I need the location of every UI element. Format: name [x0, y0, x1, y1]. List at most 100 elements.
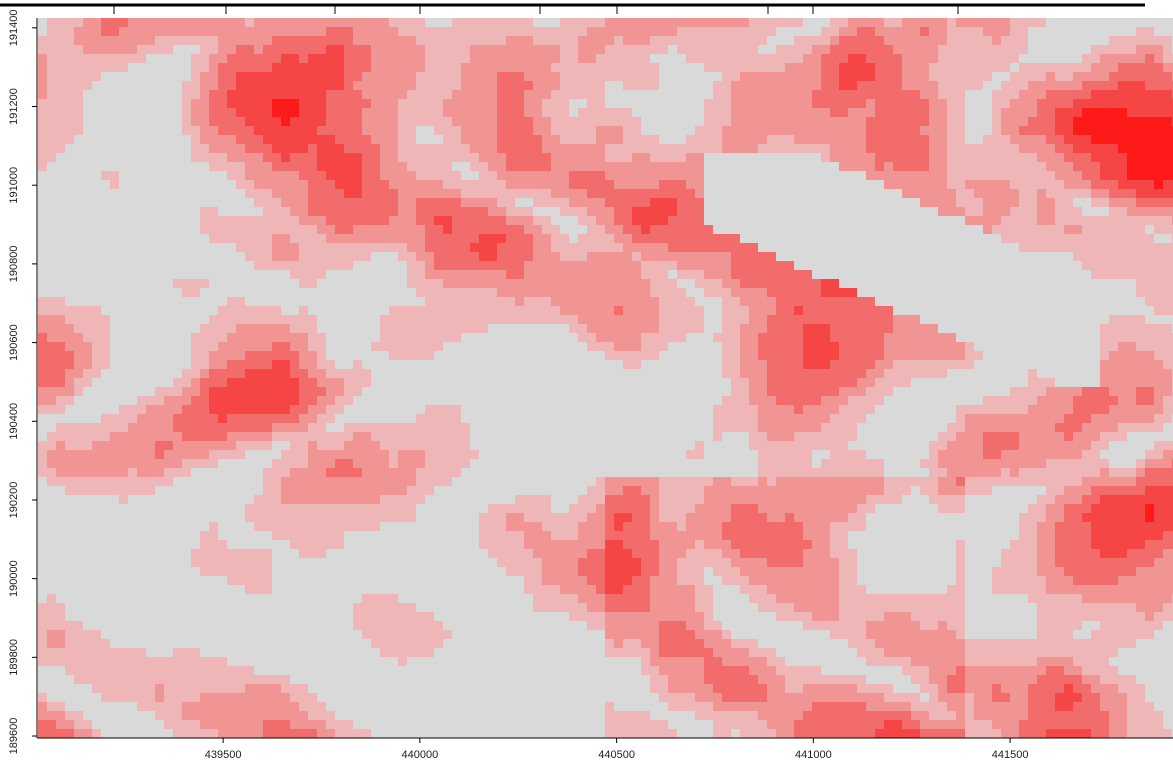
raster-cell — [632, 144, 641, 153]
raster-cell — [137, 306, 146, 315]
raster-cell — [56, 243, 65, 252]
raster-cell — [848, 252, 857, 261]
raster-cell — [1163, 180, 1172, 189]
raster-cell — [335, 171, 344, 180]
raster-cell — [128, 333, 137, 342]
raster-cell — [839, 189, 848, 198]
raster-cell — [938, 45, 947, 54]
raster-cell — [623, 234, 632, 243]
raster-cell — [317, 342, 326, 351]
raster-cell — [209, 63, 218, 72]
raster-cell — [515, 99, 524, 108]
raster-cell — [335, 297, 344, 306]
raster-cell — [1055, 72, 1064, 81]
raster-cell — [857, 153, 866, 162]
raster-cell — [866, 108, 875, 117]
raster-cell — [101, 189, 110, 198]
raster-cell — [1064, 54, 1073, 63]
raster-cell — [812, 108, 821, 117]
raster-cell — [155, 216, 164, 225]
raster-cell — [524, 63, 533, 72]
raster-cell — [668, 36, 677, 45]
raster-cell — [1136, 243, 1145, 252]
raster-cell — [479, 126, 488, 135]
raster-cell — [209, 126, 218, 135]
raster-cell — [425, 360, 434, 369]
raster-cell — [983, 360, 992, 369]
raster-cell — [704, 216, 713, 225]
raster-cell — [956, 324, 965, 333]
raster-cell — [254, 99, 263, 108]
raster-cell — [857, 144, 866, 153]
raster-cell — [371, 306, 380, 315]
raster-cell — [578, 171, 587, 180]
raster-cell — [227, 162, 236, 171]
raster-cell — [101, 279, 110, 288]
raster-cell — [254, 153, 263, 162]
raster-cell — [164, 63, 173, 72]
raster-cell — [1109, 243, 1118, 252]
raster-cell — [353, 54, 362, 63]
raster-cell — [569, 180, 578, 189]
raster-cell — [344, 126, 353, 135]
raster-cell — [1046, 261, 1055, 270]
raster-cell — [119, 360, 128, 369]
raster-cell — [938, 234, 947, 243]
raster-cell — [857, 126, 866, 135]
raster-cell — [830, 216, 839, 225]
raster-cell — [605, 45, 614, 54]
raster-cell — [488, 63, 497, 72]
raster-cell — [254, 333, 263, 342]
raster-cell — [938, 189, 947, 198]
raster-cell — [596, 153, 605, 162]
raster-cell — [461, 225, 470, 234]
raster-cell — [137, 270, 146, 279]
raster-cell — [992, 72, 1001, 81]
raster-cell — [488, 261, 497, 270]
raster-cell — [470, 36, 479, 45]
raster-cell — [488, 27, 497, 36]
raster-cell — [920, 360, 929, 369]
raster-cell — [272, 360, 281, 369]
raster-cell — [1028, 288, 1037, 297]
raster-cell — [1019, 324, 1028, 333]
raster-cell — [461, 252, 470, 261]
raster-cell — [1073, 306, 1082, 315]
raster-cell — [650, 216, 659, 225]
raster-cell — [740, 315, 749, 324]
raster-cell — [506, 207, 515, 216]
raster-cell — [128, 54, 137, 63]
raster-cell — [227, 180, 236, 189]
raster-cell — [848, 216, 857, 225]
raster-cell — [551, 252, 560, 261]
raster-cell — [668, 27, 677, 36]
raster-cell — [290, 288, 299, 297]
raster-cell — [938, 72, 947, 81]
raster-cell — [65, 252, 74, 261]
raster-cell — [983, 207, 992, 216]
raster-cell — [371, 54, 380, 63]
raster-cell — [551, 270, 560, 279]
raster-cell — [560, 171, 569, 180]
raster-cell — [1127, 153, 1136, 162]
raster-cell — [866, 135, 875, 144]
raster-cell — [65, 198, 74, 207]
raster-cell — [479, 333, 488, 342]
raster-cell — [1109, 144, 1118, 153]
raster-cell — [929, 27, 938, 36]
raster-cell — [668, 324, 677, 333]
raster-cell — [632, 243, 641, 252]
raster-cell — [884, 81, 893, 90]
raster-cell — [614, 81, 623, 90]
raster-cell — [146, 234, 155, 243]
raster-cell — [155, 252, 164, 261]
raster-cell — [605, 54, 614, 63]
raster-cell — [65, 270, 74, 279]
raster-cell — [641, 324, 650, 333]
raster-cell — [713, 306, 722, 315]
raster-cell — [704, 171, 713, 180]
raster-cell — [1091, 270, 1100, 279]
raster-cell — [326, 135, 335, 144]
raster-cell — [938, 225, 947, 234]
raster-cell — [1082, 189, 1091, 198]
